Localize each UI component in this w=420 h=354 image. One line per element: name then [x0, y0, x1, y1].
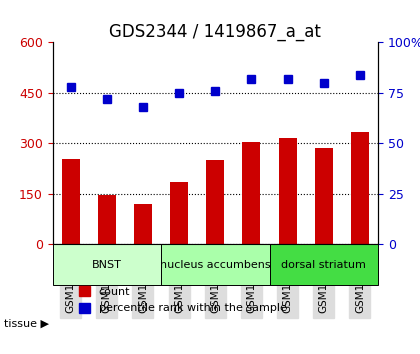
- FancyBboxPatch shape: [270, 244, 378, 285]
- FancyBboxPatch shape: [52, 244, 161, 285]
- Text: tissue ▶: tissue ▶: [4, 319, 49, 329]
- Bar: [351, 132, 369, 244]
- FancyBboxPatch shape: [161, 244, 270, 285]
- Text: BNST: BNST: [92, 259, 122, 270]
- Bar: [315, 148, 333, 244]
- Bar: [278, 138, 297, 244]
- Bar: [170, 182, 188, 244]
- Bar: [206, 160, 224, 244]
- Bar: [98, 195, 116, 244]
- Text: nucleus accumbens: nucleus accumbens: [160, 259, 270, 270]
- Legend: count, percentile rank within the sample: count, percentile rank within the sample: [74, 282, 291, 318]
- Bar: [62, 159, 80, 244]
- Bar: [134, 204, 152, 244]
- Text: dorsal striatum: dorsal striatum: [281, 259, 366, 270]
- Bar: [242, 142, 260, 244]
- Title: GDS2344 / 1419867_a_at: GDS2344 / 1419867_a_at: [109, 23, 321, 41]
